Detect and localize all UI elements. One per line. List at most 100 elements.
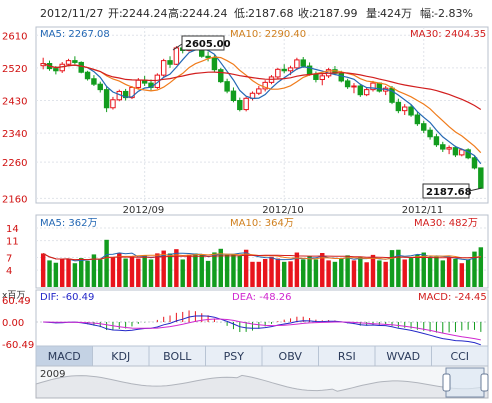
volume-unit: x百万 bbox=[2, 290, 25, 301]
tab-obv[interactable]: OBV bbox=[261, 345, 319, 367]
candle-body bbox=[262, 81, 268, 90]
candle-body bbox=[395, 101, 402, 112]
volume-bar bbox=[161, 250, 166, 287]
candle-body bbox=[218, 69, 224, 83]
volume-bar bbox=[136, 258, 141, 287]
open-label: 开: bbox=[108, 7, 123, 20]
dea-label: DEA: -48.26 bbox=[232, 292, 291, 303]
high-value: 2244.24 bbox=[182, 7, 228, 20]
tab-label: RSI bbox=[338, 350, 356, 363]
tab-boll[interactable]: BOLL bbox=[148, 345, 206, 367]
navigator-left-handle[interactable] bbox=[442, 373, 451, 392]
candle-body bbox=[446, 147, 452, 150]
tab-macd[interactable]: MACD bbox=[35, 345, 93, 367]
candle-body bbox=[370, 82, 376, 91]
ma10-line bbox=[42, 56, 482, 154]
volume-bar bbox=[237, 255, 243, 287]
volume-bar bbox=[117, 253, 122, 287]
volume-bar bbox=[415, 254, 420, 287]
volume-bar bbox=[446, 257, 452, 287]
open-value: 2244.24 bbox=[122, 7, 168, 20]
candle-body bbox=[357, 85, 364, 96]
volume-bar bbox=[269, 256, 274, 287]
candle-body bbox=[338, 72, 345, 82]
volume-bar bbox=[85, 260, 90, 287]
volume-bar bbox=[326, 260, 331, 287]
candle-body bbox=[91, 78, 97, 85]
price-tick-label: 2610 bbox=[2, 31, 27, 42]
volume-bar bbox=[358, 256, 363, 287]
candle-body bbox=[319, 75, 325, 80]
volume-bar bbox=[53, 262, 59, 287]
quote-date: 2012/11/27 bbox=[40, 7, 103, 20]
low-value: 2187.68 bbox=[248, 7, 294, 20]
volume-bar bbox=[288, 261, 293, 287]
volume-bar bbox=[98, 259, 103, 287]
price-axis: 2610 2520 2430 2340 2260 2160 bbox=[2, 31, 27, 205]
volume-bar bbox=[427, 257, 433, 287]
volume-bars bbox=[40, 239, 484, 287]
volume-bar bbox=[142, 255, 147, 287]
volume-bar bbox=[167, 253, 173, 287]
volume-bar bbox=[351, 260, 357, 287]
volume-bar bbox=[66, 258, 71, 287]
navigator-window[interactable] bbox=[445, 367, 485, 398]
volume-bar bbox=[421, 252, 426, 287]
volume-tick-label: 11 bbox=[6, 237, 19, 248]
price-tick-label: 2520 bbox=[2, 64, 27, 75]
volume-bar bbox=[243, 249, 249, 287]
range-navigator[interactable]: 2009 bbox=[35, 365, 489, 399]
volume-bar bbox=[148, 259, 154, 287]
vol-ma5-line bbox=[42, 252, 481, 262]
volume-moving-averages bbox=[42, 252, 481, 262]
candle-body bbox=[351, 85, 357, 88]
volume-bar bbox=[453, 258, 458, 287]
volume-bar bbox=[294, 252, 300, 287]
volume-bar bbox=[250, 261, 255, 287]
price-grid bbox=[36, 27, 488, 203]
volume-bar bbox=[212, 252, 217, 287]
vol-ma30-line bbox=[42, 253, 481, 261]
volume-tick-label: 14 bbox=[6, 224, 19, 235]
candle-body bbox=[256, 88, 262, 94]
tab-cci[interactable]: CCI bbox=[431, 345, 489, 367]
volume-bar bbox=[313, 259, 319, 287]
macd-tick-label: -60.49 bbox=[2, 340, 34, 351]
dif-label: DIF: -60.49 bbox=[40, 292, 94, 303]
candle-body bbox=[135, 79, 142, 88]
candle-body bbox=[243, 97, 249, 111]
volume-bar bbox=[224, 254, 230, 287]
moving-averages bbox=[42, 47, 482, 165]
volume-bar bbox=[123, 258, 128, 287]
volume-bar bbox=[383, 261, 388, 287]
candle-body bbox=[287, 67, 294, 72]
volume-label: 量: bbox=[366, 7, 381, 20]
volume-bar bbox=[218, 248, 223, 287]
price-tick-label: 2260 bbox=[2, 158, 27, 169]
volume-tick-label: 7 bbox=[6, 254, 12, 265]
volume-bar bbox=[377, 260, 382, 287]
volume-bar bbox=[231, 254, 236, 287]
tab-psy[interactable]: PSY bbox=[205, 345, 263, 367]
volume-bar bbox=[478, 247, 484, 287]
candle-body bbox=[313, 73, 319, 80]
quote-header: 2012/11/27 开: 2244.24 高: 2244.24 低: 2187… bbox=[40, 6, 473, 20]
volume-bar bbox=[281, 261, 287, 287]
tab-kdj[interactable]: KDJ bbox=[92, 345, 150, 367]
low-annotation: 2187.68 bbox=[422, 183, 483, 199]
tab-rsi[interactable]: RSI bbox=[318, 345, 376, 367]
dea-line bbox=[43, 318, 481, 341]
navigator-right-handle[interactable] bbox=[480, 373, 489, 392]
candle-body bbox=[65, 60, 72, 65]
volume-bar bbox=[155, 253, 160, 287]
ma5-label: MA5: 2267.08 bbox=[40, 29, 110, 40]
tab-wvad[interactable]: WVAD bbox=[374, 345, 432, 367]
volume-bar bbox=[72, 263, 78, 287]
candle-body bbox=[433, 136, 440, 146]
candle-body bbox=[275, 68, 281, 78]
tab-label: PSY bbox=[224, 350, 245, 363]
tab-label: WVAD bbox=[386, 350, 420, 363]
close-label: 收: bbox=[298, 6, 313, 20]
candle-body bbox=[224, 81, 230, 92]
